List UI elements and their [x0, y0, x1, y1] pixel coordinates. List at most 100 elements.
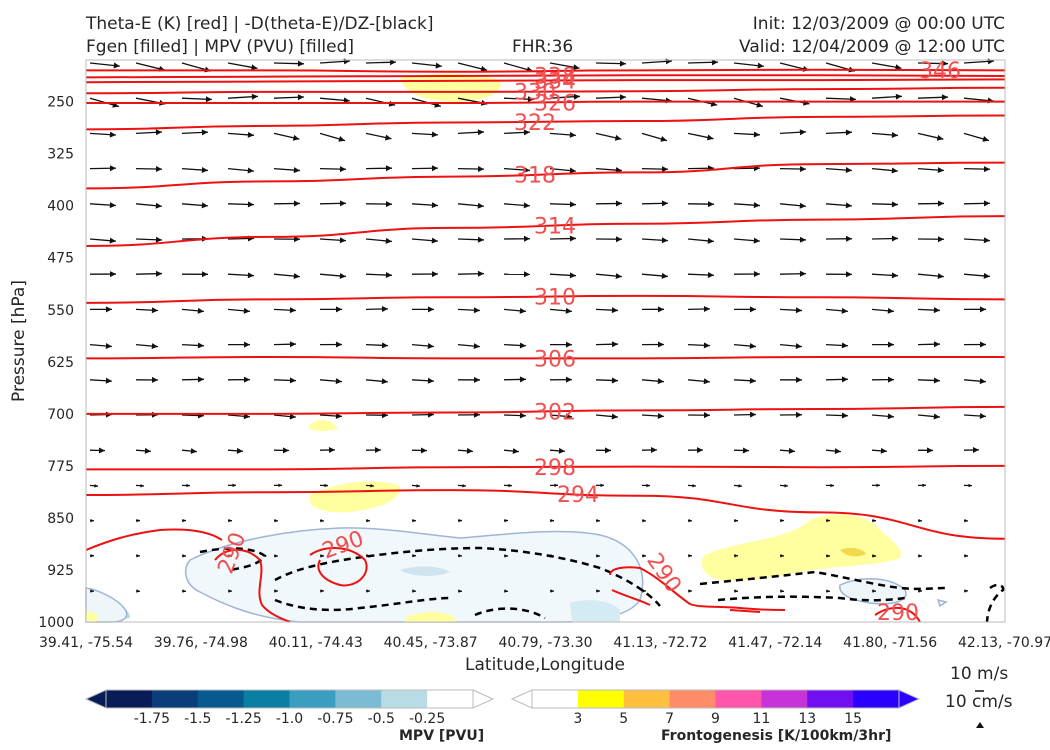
wind-arrow-head — [197, 342, 204, 349]
wind-arrow-head — [182, 518, 186, 523]
y-tick-label: 325 — [47, 147, 74, 163]
wind-arrow-head — [297, 60, 304, 67]
wind-arrow-head — [374, 447, 381, 454]
wind-arrow-head — [841, 376, 848, 383]
theta-e-contour — [85, 405, 1006, 415]
x-tick-label: 40.45, -73.87 — [384, 635, 478, 651]
fgen-colorbar-extend-right — [898, 689, 921, 709]
wind-arrow-head — [293, 273, 300, 280]
wind-arrow-head — [665, 58, 672, 65]
init-time: Init: 12/03/2009 @ 00:00 UTC — [752, 14, 1005, 34]
x-tick-label: 41.13, -72.72 — [613, 635, 707, 651]
wind-arrow-head — [278, 483, 282, 488]
wind-arrow-head — [703, 378, 710, 385]
wind-arrow-head — [795, 376, 802, 383]
mpv-colorbar-tick-label: -0.25 — [409, 711, 445, 727]
wind-arrow-head — [151, 307, 158, 314]
wind-arrow-head — [370, 483, 374, 488]
wind-arrow-head — [795, 411, 802, 418]
wind-arrow-head — [247, 167, 254, 174]
wind-arrow-head — [661, 272, 668, 279]
y-tick-label: 400 — [47, 199, 74, 215]
wind-arrow-head — [738, 484, 742, 488]
theta-e-label: 326 — [534, 91, 576, 116]
mpv-colorbar-tick-label: -1.5 — [184, 711, 211, 727]
wind-arrow-head — [109, 202, 116, 209]
theta-e-contour — [86, 100, 1005, 105]
theta-e-contour — [214, 548, 291, 623]
fgen-colorbar-swatch — [761, 690, 808, 708]
theta-e-contour — [85, 528, 223, 551]
wind-arrow-head — [420, 447, 427, 454]
wind-arrow-head — [573, 64, 580, 71]
wind-arrow-head — [657, 306, 664, 313]
mpv-colorbar-swatch — [151, 690, 199, 708]
mpv-colorbar-swatch — [197, 690, 245, 708]
wind-arrow-head — [826, 589, 830, 593]
wind-arrow-head — [972, 447, 979, 454]
wind-arrow-head — [749, 306, 756, 313]
wind-arrow-head — [841, 342, 848, 349]
wind-arrow-head — [197, 376, 204, 383]
wind-arrow-head — [872, 589, 876, 593]
wind-arrow-head — [339, 272, 346, 279]
wind-arrow-head — [795, 307, 802, 314]
wind-arrow-head — [462, 483, 466, 488]
filled-region — [405, 612, 455, 622]
wind-arrow-head — [734, 589, 738, 593]
wind-arrow-head — [565, 376, 572, 383]
dashed-stability-contour — [985, 583, 1005, 623]
wind-arrow-head — [611, 341, 618, 348]
wind-arrow-head — [427, 306, 434, 313]
wind-arrow-head — [933, 307, 940, 314]
wind-arrow-head — [887, 341, 894, 348]
wind-arrow-head — [320, 589, 324, 593]
wind-arrow-head — [918, 554, 922, 558]
wind-arrow-head — [706, 134, 714, 141]
wind-arrow-head — [416, 484, 420, 488]
wind-arrow-head — [964, 554, 968, 558]
x-tick-label: 40.11, -74.43 — [269, 635, 363, 651]
fgen-colorbar-frame — [531, 689, 900, 709]
wind-arrow-head — [274, 589, 278, 593]
mpv-colorbar-label: MPV [PVU] — [399, 728, 485, 744]
wind-arrow-head — [338, 136, 345, 142]
wind-arrow-head — [703, 412, 710, 419]
wind-arrow-head — [473, 307, 480, 314]
dashed-stability-contour — [717, 595, 906, 602]
wind-arrow-head — [519, 342, 526, 349]
wind-arrow-head — [941, 60, 948, 67]
wind-arrow-head — [734, 518, 738, 523]
wind-arrow-head — [289, 413, 296, 420]
wind-arrow-head — [381, 378, 388, 385]
wind-arrow-head — [600, 483, 604, 488]
wind-arrow-head — [895, 64, 902, 71]
wind-arrow-head — [243, 376, 250, 383]
chart-title-line2: Fgen [filled] | MPV (PVU) [filled] — [86, 37, 355, 57]
wind-arrow-head — [247, 272, 254, 279]
mpv-colorbar-swatch — [427, 690, 474, 708]
wind-arrow-head — [550, 589, 554, 593]
wind-arrow-head — [795, 343, 802, 350]
wind-arrow-head — [983, 200, 990, 207]
wind-arrow-head — [569, 201, 576, 208]
theta-e-label: 322 — [514, 111, 556, 136]
wind-arrow-head — [657, 378, 664, 385]
chart-title-line1: Theta-E (K) [red] | -D(theta-E)/DZ-[blac… — [86, 14, 434, 34]
dashed-stability-contour — [699, 570, 946, 591]
filled-region — [308, 419, 338, 431]
wind-arrow-head — [565, 307, 572, 314]
theta-e-contour — [85, 74, 1006, 79]
wind-arrow-head — [784, 483, 788, 488]
theta-e-label: 346 — [919, 59, 961, 84]
theta-e-contour — [874, 607, 921, 623]
mpv-colorbar-swatch — [289, 690, 336, 708]
wind-arrow-head — [707, 237, 714, 244]
wind-arrow-head — [933, 413, 940, 420]
wind-arrow-head — [458, 589, 462, 593]
wind-arrow-head — [887, 413, 894, 420]
mpv-colorbar-swatch — [335, 690, 382, 708]
wind-arrow-head — [151, 376, 158, 383]
wind-arrow-head — [381, 306, 388, 313]
wind-arrow-head — [412, 554, 416, 558]
